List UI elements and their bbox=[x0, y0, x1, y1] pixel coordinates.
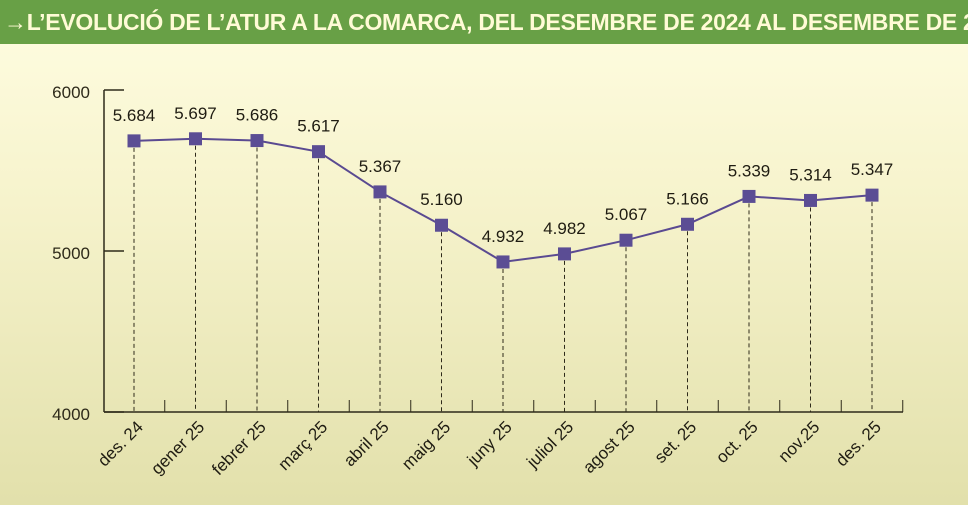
data-label: 5.686 bbox=[236, 106, 279, 125]
y-tick-label: 4000 bbox=[52, 405, 90, 424]
chart-title: L’EVOLUCIÓ DE L’ATUR A LA COMARCA, DEL D… bbox=[26, 9, 968, 35]
x-tick-label: des. 25 bbox=[832, 417, 885, 470]
x-tick-label: oct. 25 bbox=[712, 417, 762, 467]
data-point bbox=[189, 132, 202, 146]
x-tick-label: febrer 25 bbox=[208, 417, 270, 479]
y-tick-label: 6000 bbox=[52, 83, 90, 102]
y-tick-label: 5000 bbox=[52, 244, 90, 263]
data-label: 5.684 bbox=[113, 106, 156, 125]
line-chart: 4000 5000 6000 5.684 5.697 5.686 5.617 5.367 5.1… bbox=[52, 83, 904, 479]
data-point bbox=[558, 247, 571, 261]
data-point bbox=[127, 134, 141, 148]
data-point bbox=[435, 218, 448, 232]
data-label: 4.932 bbox=[482, 227, 525, 246]
data-point bbox=[496, 255, 510, 269]
x-tick-label: gener 25 bbox=[147, 417, 208, 478]
x-tick-label: maig 25 bbox=[398, 417, 454, 473]
data-point bbox=[373, 185, 387, 199]
data-label: 5.166 bbox=[666, 189, 709, 208]
x-tick-label: set. 25 bbox=[651, 417, 701, 467]
arrow-icon: → bbox=[4, 9, 27, 35]
data-label: 5.339 bbox=[728, 161, 771, 180]
data-label: 5.617 bbox=[297, 117, 340, 136]
data-label: 5.347 bbox=[851, 160, 894, 179]
data-point bbox=[804, 193, 817, 207]
data-label: 5.697 bbox=[174, 104, 217, 123]
x-tick-label: agost 25 bbox=[579, 417, 639, 477]
x-tick-label: juliol 25 bbox=[522, 417, 577, 472]
data-label: 5.314 bbox=[789, 165, 832, 184]
data-point bbox=[312, 145, 325, 159]
data-label: 4.982 bbox=[543, 219, 586, 238]
x-tick-label: nov.25 bbox=[775, 417, 824, 466]
data-label: 5.160 bbox=[420, 190, 463, 209]
chart-title-bar: →L’EVOLUCIÓ DE L’ATUR A LA COMARCA, DEL … bbox=[0, 0, 968, 44]
x-tick-label: des. 24 bbox=[94, 417, 147, 470]
data-point bbox=[865, 188, 879, 202]
data-label: 5.067 bbox=[605, 205, 648, 224]
x-tick-label: juny 25 bbox=[463, 417, 516, 470]
data-label: 5.367 bbox=[359, 157, 402, 176]
x-tick-label: abril 25 bbox=[340, 417, 393, 470]
data-point bbox=[619, 233, 633, 247]
data-point bbox=[681, 217, 694, 231]
data-point bbox=[250, 134, 264, 148]
x-tick-label: març 25 bbox=[274, 417, 331, 474]
data-point bbox=[742, 189, 756, 203]
